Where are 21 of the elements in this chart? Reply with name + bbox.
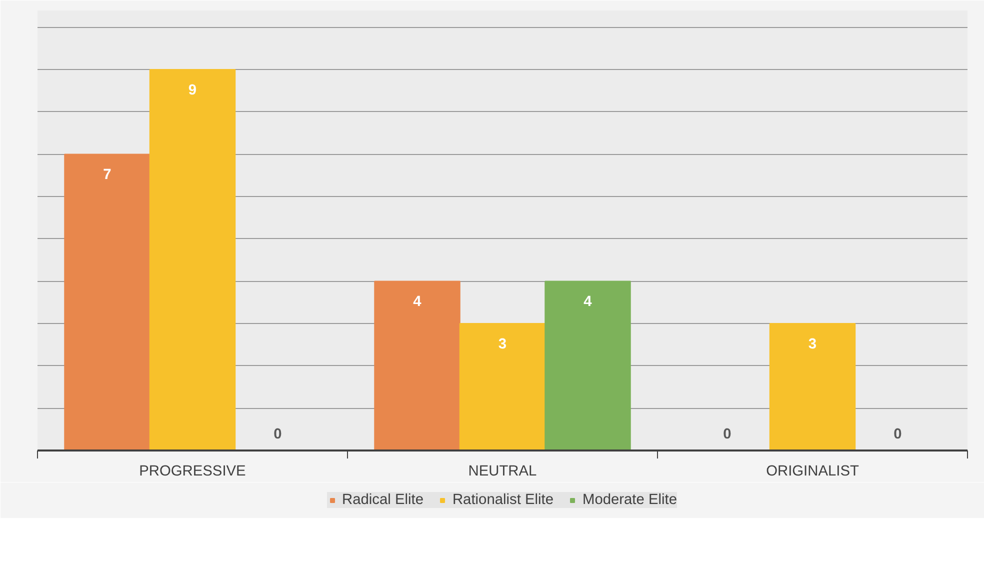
bar [769,323,856,450]
data-label: 4 [584,294,593,310]
data-label: 9 [188,82,197,99]
x-tick-label: NEUTRAL [468,464,537,480]
data-label: 3 [498,336,507,353]
bar [149,69,236,450]
bar [544,280,631,450]
bar [64,154,150,450]
x-tick-label: ORIGINALIST [766,464,859,480]
legend-label: Radical Elite [342,492,424,508]
data-label: 4 [413,294,422,310]
bar [374,280,460,450]
legend-label: Moderate Elite [582,492,677,508]
data-label: 0 [274,426,282,442]
x-tick-label: PROGRESSIVE [139,464,246,480]
data-label: 3 [808,336,817,353]
data-label: 0 [723,426,732,442]
data-label: 7 [103,167,112,184]
data-label: 0 [894,426,902,442]
legend-label: Rationalist Elite [452,492,554,508]
bar [459,323,546,450]
